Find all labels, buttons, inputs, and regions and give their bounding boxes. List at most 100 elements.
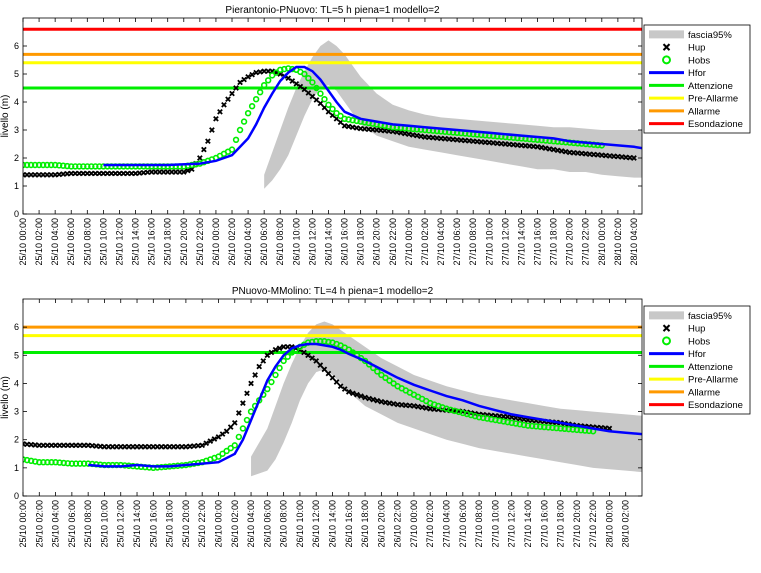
- marker-hup: [272, 346, 279, 353]
- marker-hup: [183, 443, 189, 450]
- marker-hup: [217, 108, 223, 115]
- marker-hup: [394, 401, 401, 408]
- y-tick-label: 4: [14, 97, 19, 107]
- marker-hobs: [333, 109, 340, 117]
- marker-hup: [398, 402, 405, 408]
- legend-entry-fascia95--label: fascia95%: [688, 30, 732, 41]
- x-tick-label: 25/10 06:00: [66, 218, 76, 266]
- marker-hup: [252, 372, 258, 378]
- x-tick-label: 26/10 10:00: [291, 218, 301, 266]
- marker-hobs: [223, 447, 230, 455]
- x-tick-label: 27/10 10:00: [490, 500, 500, 548]
- x-tick-label: 25/10 18:00: [165, 500, 175, 548]
- x-tick-label: 27/10 08:00: [474, 500, 484, 548]
- marker-hup: [321, 366, 328, 373]
- x-tick-label: 27/10 12:00: [507, 500, 517, 548]
- marker-hup: [235, 410, 242, 416]
- x-tick-label: 25/10 20:00: [179, 218, 189, 266]
- marker-hobs: [325, 101, 332, 109]
- marker-hup: [197, 155, 203, 161]
- x-tick-label: 25/10 18:00: [163, 218, 173, 266]
- marker-hup: [558, 148, 565, 154]
- x-tick-label: 25/10 08:00: [82, 218, 92, 266]
- marker-hup: [305, 90, 312, 96]
- x-tick-label: 25/10 14:00: [132, 500, 142, 548]
- marker-hup: [378, 398, 385, 405]
- marker-hup: [227, 424, 234, 430]
- x-tick-label: 27/10 06:00: [458, 500, 468, 548]
- x-tick-label: 27/10 02:00: [420, 218, 430, 266]
- x-tick-label: 26/10 00:00: [213, 500, 223, 548]
- x-tick-label: 25/10 00:00: [18, 218, 28, 266]
- x-tick-label: 27/10 02:00: [425, 500, 435, 548]
- x-tick-label: 27/10 00:00: [404, 218, 414, 266]
- x-tick-label: 25/10 16:00: [148, 500, 158, 548]
- marker-hup: [329, 374, 336, 381]
- x-tick-label: 25/10 08:00: [83, 500, 93, 548]
- band-fascia95: [251, 321, 642, 477]
- marker-hobs: [239, 425, 247, 432]
- x-tick-label: 26/10 18:00: [360, 500, 370, 548]
- chart-title: Pierantonio-PNuovo: TL=5 h piena=1 model…: [225, 5, 440, 16]
- marker-hobs: [276, 364, 283, 372]
- marker-hobs: [345, 346, 352, 353]
- x-tick-label: 28/10 00:00: [604, 500, 614, 548]
- marker-hobs: [268, 378, 275, 386]
- series-line-hfor: [103, 65, 642, 167]
- legend-entry-hobs-swatch: [662, 336, 671, 346]
- marker-hup: [350, 390, 356, 397]
- legend-entry-allarme-label: Allarme: [688, 106, 720, 117]
- marker-hup: [500, 413, 507, 420]
- legend-box: [643, 24, 751, 134]
- marker-hup: [309, 93, 316, 100]
- marker-hup: [362, 394, 368, 401]
- x-tick-label: 25/10 10:00: [99, 500, 109, 548]
- marker-hup: [191, 443, 197, 449]
- marker-hup: [313, 358, 320, 364]
- marker-hup: [370, 396, 377, 403]
- marker-hup: [257, 69, 263, 75]
- marker-hup: [233, 85, 239, 91]
- x-tick-label: 26/10 14:00: [328, 500, 338, 548]
- marker-hobs: [240, 118, 248, 125]
- marker-hup: [390, 400, 397, 407]
- legend-entry-hobs-swatch: [662, 55, 671, 65]
- chart-pnuovo-mmolino: PNuovo-MMolino: TL=4 h piena=1 modello=2…: [0, 286, 751, 548]
- x-tick-label: 25/10 10:00: [98, 218, 108, 266]
- marker-hobs: [288, 349, 295, 356]
- marker-hup: [402, 130, 408, 137]
- marker-hup: [244, 390, 250, 397]
- marker-hup: [203, 440, 210, 447]
- marker-hup: [406, 131, 412, 138]
- marker-hup: [180, 169, 187, 175]
- marker-hup: [256, 363, 263, 370]
- legend-entry-hfor-label: Hfor: [688, 68, 706, 79]
- x-tick-label: 25/10 06:00: [67, 500, 77, 548]
- x-tick-label: 27/10 06:00: [452, 218, 462, 266]
- x-tick-label: 26/10 08:00: [275, 218, 285, 266]
- marker-hup: [195, 442, 201, 449]
- x-tick-label: 25/10 02:00: [34, 218, 44, 266]
- legend-entry-allarme-label: Allarme: [688, 387, 720, 398]
- x-tick-label: 25/10 12:00: [116, 500, 126, 548]
- marker-hup: [542, 145, 549, 152]
- marker-hup: [419, 404, 425, 411]
- x-tick-label: 27/10 16:00: [532, 218, 542, 266]
- marker-hup: [213, 115, 219, 122]
- marker-hup: [411, 403, 417, 409]
- legend-entry-esondazione-label: Esondazione: [688, 400, 743, 411]
- x-tick-label: 26/10 04:00: [243, 218, 253, 266]
- series-line-hfor: [88, 342, 642, 468]
- x-tick-label: 27/10 00:00: [409, 500, 419, 548]
- y-tick-label: 5: [14, 69, 19, 79]
- x-tick-label: 26/10 20:00: [372, 218, 382, 266]
- marker-hup: [427, 405, 434, 412]
- marker-hup: [423, 405, 430, 411]
- legend-entry-fascia95--swatch: [649, 311, 684, 320]
- marker-hobs: [235, 433, 243, 441]
- marker-hup: [221, 101, 227, 108]
- x-tick-label: 27/10 04:00: [442, 500, 452, 548]
- marker-hobs: [228, 146, 236, 153]
- x-tick-label: 27/10 18:00: [549, 218, 559, 266]
